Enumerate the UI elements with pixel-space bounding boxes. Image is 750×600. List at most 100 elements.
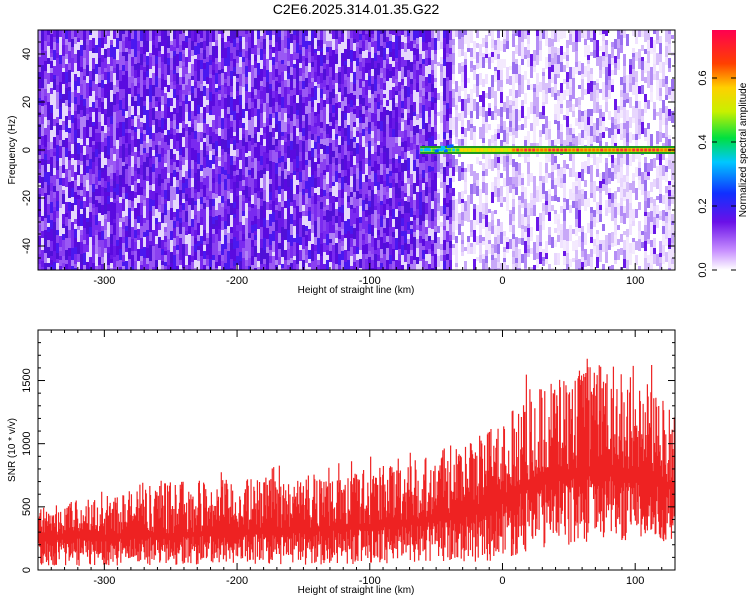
- spectrogram-cell: [161, 157, 164, 169]
- spectrogram-cell: [515, 263, 518, 268]
- spectrogram-cell: [365, 143, 368, 147]
- spectrogram-cell: [521, 157, 524, 161]
- spectrogram-cell: [509, 70, 512, 76]
- spectrogram-cell: [245, 198, 248, 203]
- spectrogram-cell: [377, 102, 380, 109]
- spectrogram-cell: [452, 89, 455, 98]
- spectrogram-cell: [245, 167, 248, 177]
- spectrogram-cell: [104, 49, 107, 58]
- spectrogram-cell: [491, 192, 494, 203]
- spectrogram-cell: [359, 34, 362, 40]
- spectrogram-cell: [515, 209, 518, 215]
- spectrogram-cell: [209, 51, 212, 55]
- spectrogram-cell: [77, 210, 80, 221]
- spectrogram-cell: [203, 133, 206, 138]
- spectrogram-cell: [311, 134, 314, 140]
- spectrogram-cell: [89, 197, 92, 203]
- spectrogram-cell: [404, 120, 407, 130]
- spectrogram-cell: [296, 70, 299, 74]
- spectrogram-cell: [173, 98, 176, 108]
- spectrogram-cell: [263, 34, 266, 39]
- spectrogram-cell: [518, 157, 521, 163]
- spectrogram-cell: [239, 105, 242, 116]
- spectrogram-cell: [38, 46, 41, 57]
- spectrogram-cell: [410, 137, 413, 143]
- spectrogram-cell: [50, 118, 53, 130]
- spectrogram-cell: [398, 206, 401, 211]
- spectrogram-cell: [386, 136, 389, 148]
- spectrogram-cell: [389, 96, 392, 100]
- spectrogram-cell: [500, 30, 503, 41]
- spectrogram-cell: [350, 197, 353, 205]
- spectrogram-cell: [116, 159, 119, 170]
- spectrogram-cell: [116, 246, 119, 255]
- spectrogram-cell: [179, 34, 182, 39]
- spectrogram-cell: [446, 57, 449, 62]
- spectrogram-cell: [80, 95, 83, 100]
- spectrogram-cell: [170, 240, 173, 252]
- spectrogram-cell: [503, 187, 506, 197]
- spectrogram-cell: [449, 138, 452, 147]
- spectrogram-cell: [347, 173, 350, 185]
- spectrogram-cell: [437, 62, 440, 66]
- spectrogram-cell: [347, 46, 350, 51]
- spectrogram-cell: [506, 211, 509, 221]
- spectrogram-cell: [65, 202, 68, 213]
- spectrogram-cell: [272, 212, 275, 222]
- spectrogram-cell: [50, 113, 53, 118]
- spectrogram-cell: [152, 216, 155, 220]
- spectrogram-cell: [134, 127, 137, 132]
- spectrogram-cell: [476, 63, 479, 69]
- spectrogram-cell: [188, 91, 191, 95]
- spectrogram-cell: [353, 197, 356, 208]
- spectrogram-cell: [311, 251, 314, 257]
- spectrogram-cell: [164, 142, 167, 150]
- spectrogram-cell: [71, 188, 74, 197]
- spectrogram-cell: [197, 30, 200, 34]
- spectrogram-cell: [173, 70, 176, 74]
- spectrogram-cell: [107, 211, 110, 222]
- spectrogram-cell: [443, 240, 446, 250]
- spectrogram-cell: [515, 127, 518, 131]
- spectrogram-cell: [464, 137, 467, 148]
- spectrogram-cell: [353, 39, 356, 43]
- spectrogram-cell: [497, 133, 500, 139]
- spectrogram-cell: [401, 151, 404, 159]
- spectrogram-cell: [182, 30, 185, 41]
- spectrogram-cell: [257, 247, 260, 253]
- spectrogram-cell: [374, 41, 377, 53]
- spectrogram-cell: [242, 201, 245, 211]
- spectrogram-cell: [206, 221, 209, 233]
- spectrogram-cell: [98, 185, 101, 196]
- spectrogram-cell: [446, 260, 449, 269]
- spectrogram-cell: [329, 203, 332, 211]
- spectrogram-cell: [272, 118, 275, 128]
- spectrogram-cell: [455, 30, 458, 37]
- spectrogram-cell: [224, 190, 227, 201]
- spectrogram-cell: [125, 193, 128, 199]
- spectrogram-cell: [341, 246, 344, 251]
- spectrogram-cell: [107, 196, 110, 204]
- spectrogram-cell: [161, 204, 164, 213]
- spectrogram-cell: [227, 118, 230, 129]
- spectrogram-cell: [221, 217, 224, 221]
- spectrogram-cell: [80, 174, 83, 183]
- spectrogram-cell: [38, 30, 41, 36]
- spectrogram-cell: [176, 227, 179, 236]
- spectrogram-cell: [206, 57, 209, 62]
- spectrogram-cell: [125, 164, 128, 169]
- spectrogram-cell: [470, 118, 473, 124]
- spectrogram-cell: [527, 90, 530, 100]
- spectrogram-cell: [371, 214, 374, 225]
- spectrogram-cell: [344, 30, 347, 41]
- spectrogram-cell: [458, 204, 461, 208]
- spectrogram-cell: [401, 226, 404, 231]
- spectrogram-cell: [449, 241, 452, 248]
- spectrogram-cell: [194, 268, 197, 270]
- spectrogram-cell: [83, 69, 86, 76]
- spectrogram-cell: [176, 236, 179, 241]
- spectrogram-cell: [56, 123, 59, 135]
- spectrogram-cell: [509, 96, 512, 100]
- spectrogram-cell: [260, 145, 263, 152]
- spectrogram-cell: [212, 217, 215, 224]
